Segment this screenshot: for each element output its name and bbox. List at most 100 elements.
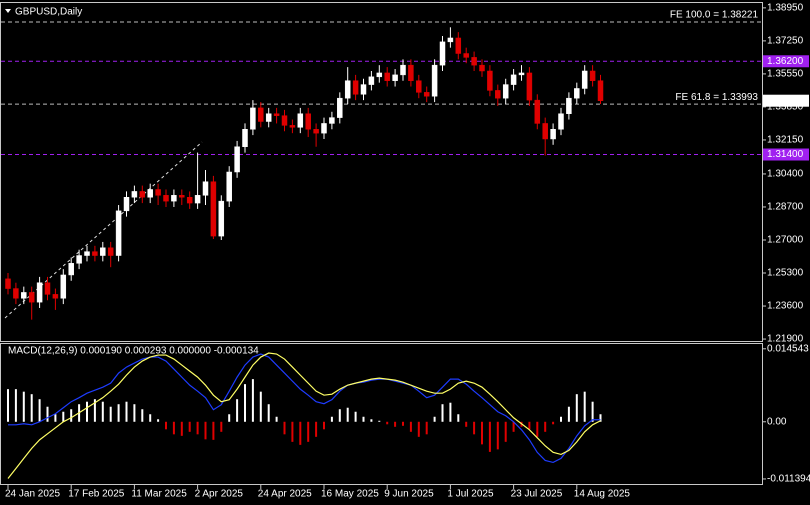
histogram-bar	[62, 411, 65, 422]
candle-body	[495, 90, 501, 99]
histogram-bar	[228, 414, 231, 422]
y-tick-label: 0.014543	[767, 343, 809, 354]
x-tick-label: 2 Apr 2025	[195, 489, 244, 500]
histogram-bar	[93, 399, 96, 422]
price-line-label: 1.36200	[767, 56, 804, 67]
histogram-bar	[259, 391, 262, 422]
histogram-bar	[275, 416, 278, 422]
candle-body	[352, 80, 359, 95]
histogram-bar	[370, 419, 373, 422]
histogram-bar	[7, 389, 9, 422]
histogram-bar	[575, 394, 578, 422]
histogram-bar	[117, 404, 120, 422]
candle-body	[384, 72, 390, 81]
y-tick-label: 1.32150	[767, 135, 804, 146]
y-tick-label: 1.27000	[767, 235, 804, 246]
candle-body	[60, 274, 67, 299]
candle-body	[479, 64, 485, 72]
fe-level-label: FE 61.8 = 1.33993	[675, 92, 758, 103]
histogram-bar	[54, 414, 57, 422]
histogram-bar	[109, 406, 112, 422]
candle-body	[171, 195, 177, 202]
histogram-bar	[354, 411, 357, 422]
histogram-bar	[204, 421, 207, 440]
macd-title: MACD(12,26,9) 0.000190 0.000293 0.000000…	[8, 346, 259, 357]
histogram-bar	[591, 401, 594, 422]
y-tick-label: 1.25300	[767, 268, 804, 279]
candle-body	[210, 181, 217, 237]
candle-body	[218, 200, 225, 237]
candle-body	[408, 64, 414, 81]
histogram-bar	[236, 399, 239, 422]
y-tick-label: 1.38950	[767, 2, 804, 13]
candle-body	[186, 197, 193, 204]
candle-body	[376, 72, 383, 78]
histogram-bar	[378, 420, 381, 422]
candle-body	[423, 92, 430, 97]
candle-body	[447, 37, 454, 43]
candle-body	[471, 57, 477, 66]
histogram-bar	[141, 409, 144, 422]
histogram-bar	[283, 421, 286, 435]
histogram-bar	[133, 404, 136, 422]
candle-body	[400, 64, 406, 76]
candle-body	[139, 191, 146, 198]
histogram-bar	[528, 421, 531, 430]
candle-body	[123, 197, 130, 212]
histogram-bar	[362, 416, 365, 422]
candle-body	[534, 99, 541, 124]
candle-body	[558, 113, 564, 130]
histogram-bar	[22, 391, 25, 422]
histogram-bar	[299, 421, 302, 445]
histogram-bar	[323, 421, 325, 430]
candle-body	[392, 74, 398, 81]
candle-body	[194, 195, 201, 204]
histogram-bar	[251, 379, 254, 422]
histogram-bar	[457, 414, 460, 422]
x-tick-label: 16 May 2025	[321, 489, 379, 500]
candle-body	[52, 294, 59, 299]
histogram-bar	[180, 421, 183, 436]
histogram-bar	[46, 406, 49, 422]
candle-body	[179, 195, 185, 198]
histogram-bar	[409, 421, 412, 432]
candle-body	[305, 113, 311, 130]
histogram-bar	[402, 421, 404, 426]
candle-body	[455, 37, 462, 54]
histogram-bar	[291, 421, 294, 442]
price-line-box	[763, 55, 809, 68]
x-tick-label: 23 Jul 2025	[511, 489, 563, 500]
fe-level-label: FE 100.0 = 1.38221	[670, 10, 759, 21]
candle-body	[502, 84, 509, 99]
candle-body	[360, 84, 367, 95]
candle-body	[337, 97, 343, 118]
candle-body	[439, 41, 446, 66]
histogram-bar	[149, 414, 152, 422]
y-tick-label: 1.28700	[767, 202, 804, 213]
candle-body	[115, 210, 122, 256]
histogram-bar	[14, 389, 17, 422]
histogram-bar	[338, 409, 341, 422]
candle-body	[107, 247, 114, 256]
candle-body	[226, 171, 232, 202]
candle-body	[368, 76, 375, 85]
histogram-bar	[188, 421, 191, 432]
candle-body	[289, 125, 296, 128]
x-tick-label: 9 Jun 2025	[384, 489, 434, 500]
histogram-bar	[536, 421, 539, 437]
candle-body	[281, 115, 288, 126]
candle-body	[13, 288, 19, 299]
candle-body	[487, 70, 493, 91]
x-tick-label: 14 Aug 2025	[574, 489, 631, 500]
candle-body	[163, 195, 169, 202]
histogram-bar	[101, 401, 104, 422]
x-tick-label: 24 Jan 2025	[5, 489, 60, 500]
candle-body	[242, 129, 248, 147]
x-tick-label: 17 Feb 2025	[68, 489, 125, 500]
macd-line	[8, 353, 601, 464]
candle-body	[147, 189, 153, 198]
current-price-label: 1.34170	[767, 95, 804, 106]
histogram-bar	[488, 421, 491, 452]
price-line-label: 1.31400	[767, 149, 804, 160]
y-tick-label: 1.35550	[767, 69, 804, 80]
